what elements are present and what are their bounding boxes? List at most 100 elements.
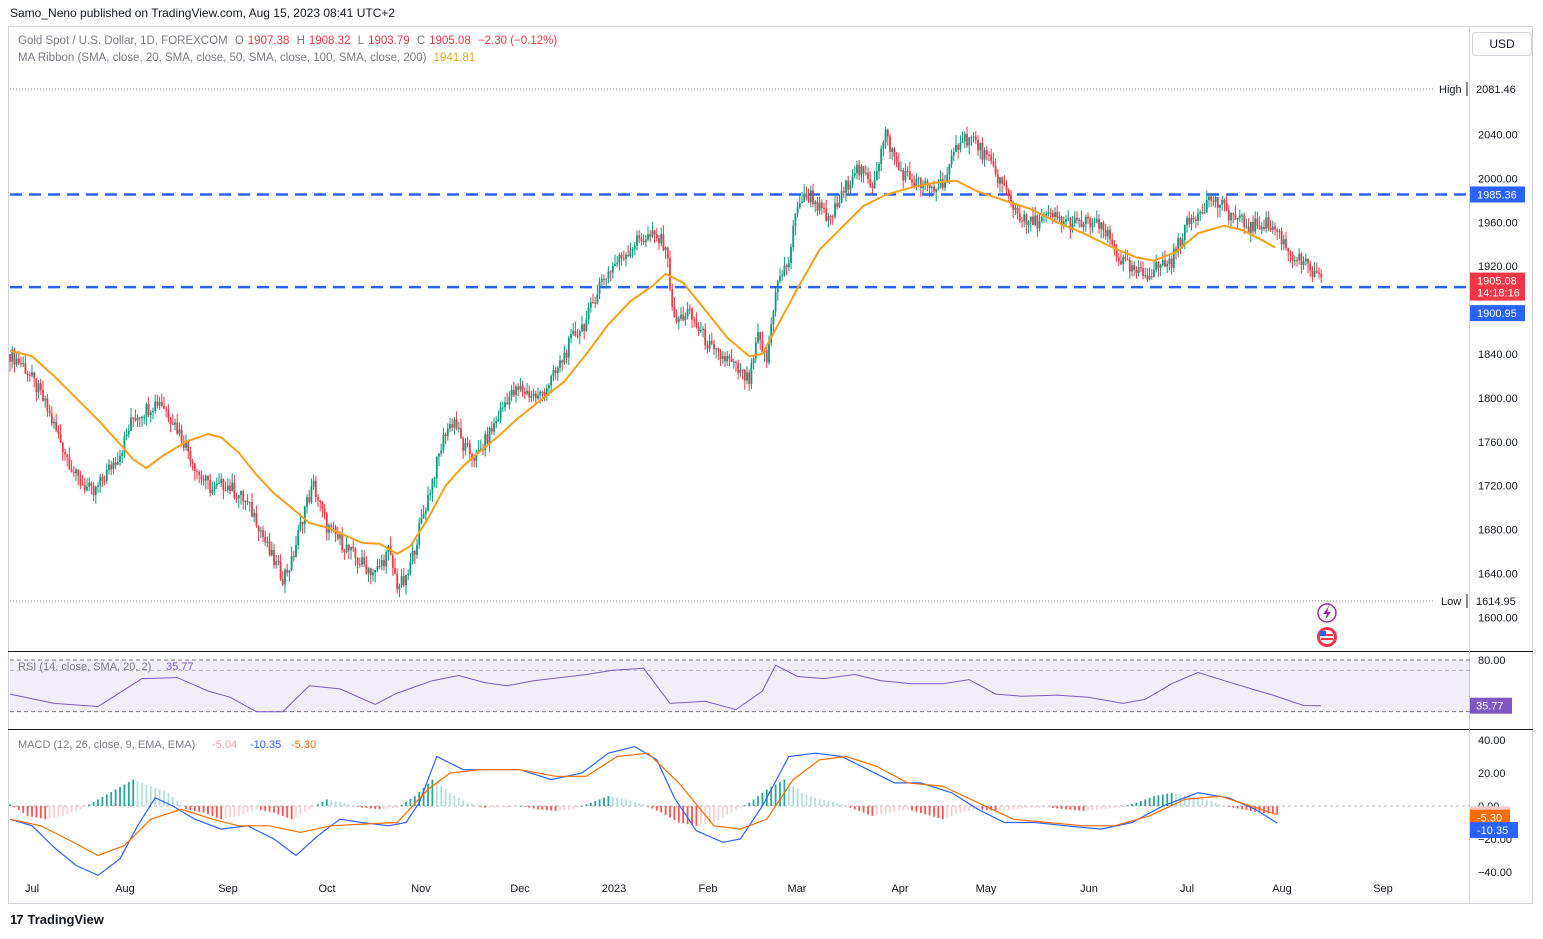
histogram-bar: [686, 806, 689, 825]
histogram-bar: [1029, 806, 1032, 808]
us-flag-icon[interactable]: [1317, 627, 1337, 647]
candle-body: [671, 289, 674, 307]
histogram-bar: [286, 806, 289, 818]
candle-body: [37, 383, 40, 393]
high-label: High 2081.46: [1435, 81, 1525, 98]
ma-ribbon-legend[interactable]: MA Ribbon (SMA, close, 20, SMA, close, 5…: [18, 52, 479, 64]
currency-button[interactable]: USD: [1472, 32, 1532, 56]
candle-body: [464, 443, 467, 451]
candle-body: [847, 180, 850, 190]
candle-body: [785, 265, 788, 268]
candle-body: [594, 302, 597, 304]
candle-body: [204, 475, 207, 481]
candle-body: [433, 478, 436, 480]
candle-body: [178, 429, 181, 434]
candle-body: [343, 550, 346, 552]
candle-body: [191, 461, 194, 464]
candle-body: [279, 561, 282, 580]
candle-body: [182, 441, 185, 448]
histogram-bar: [779, 782, 781, 806]
candle-body: [1282, 239, 1285, 245]
histogram-bar: [845, 806, 847, 807]
candle-body: [761, 340, 764, 353]
histogram-bar: [673, 806, 676, 821]
candle-body: [1111, 239, 1114, 245]
candle-body: [490, 427, 493, 432]
candle-body: [893, 148, 896, 157]
histogram-bar: [123, 784, 126, 806]
histogram-bar: [13, 806, 16, 808]
histogram-bar: [39, 806, 42, 819]
time-axis[interactable]: Jul Aug Sep Oct Nov Dec 2023 Feb Mar Apr May Jun Jul…: [25, 883, 1393, 895]
histogram-bar: [726, 806, 729, 816]
candle-body: [59, 433, 62, 443]
histogram-bar: [889, 806, 891, 813]
candle-body: [501, 407, 504, 409]
candle-body: [820, 202, 823, 208]
histogram-bar: [1192, 796, 1195, 806]
histogram-bar: [814, 797, 817, 806]
candle-body: [1177, 237, 1180, 253]
histogram-bar: [1135, 802, 1138, 806]
candle-body: [636, 235, 638, 246]
candle-body: [209, 480, 212, 494]
histogram-bar: [457, 797, 460, 806]
candle-body: [314, 480, 317, 498]
histogram-bar: [26, 806, 29, 816]
flash-icon[interactable]: [1317, 603, 1337, 623]
histogram-bar: [823, 800, 825, 806]
candle-body: [275, 561, 278, 566]
candle-body: [979, 142, 982, 151]
tradingview-logo[interactable]: 17 TradingView: [10, 912, 104, 927]
histogram-bar: [1157, 795, 1160, 806]
candle-body: [728, 356, 731, 359]
histogram-bar: [616, 797, 619, 806]
candle-body: [39, 383, 42, 390]
candle-body: [565, 352, 568, 358]
candle-body: [928, 183, 931, 188]
histogram-bar: [493, 806, 495, 808]
candle-body: [301, 521, 304, 525]
candle-body: [754, 342, 757, 359]
candle-body: [1067, 218, 1070, 220]
candle-body: [1007, 190, 1010, 195]
histogram-bar: [963, 806, 966, 812]
histogram-bar: [1073, 806, 1076, 811]
candle-body: [592, 302, 594, 304]
candle-body: [1133, 265, 1136, 271]
histogram-bar: [237, 806, 240, 816]
candle-body: [101, 476, 104, 481]
histogram-bar: [440, 786, 443, 806]
candle-body: [64, 452, 66, 455]
candle-body: [358, 564, 361, 566]
histogram-bar: [501, 806, 504, 808]
candle-body: [479, 448, 482, 450]
histogram-bar: [1227, 806, 1230, 807]
histogram-bar: [154, 787, 157, 806]
candle-body: [532, 393, 535, 397]
histogram-bar: [836, 802, 839, 806]
candle-body: [77, 469, 80, 476]
histogram-bar: [1219, 804, 1221, 806]
candle-body: [28, 375, 31, 377]
candle-body: [1093, 222, 1096, 224]
candle-body: [1300, 253, 1303, 266]
histogram-bar: [655, 806, 658, 811]
candle-body: [1263, 226, 1265, 230]
time-tick-label: May: [976, 883, 997, 895]
candle-body: [886, 129, 889, 137]
histogram-bar: [136, 781, 139, 806]
candle-body: [545, 388, 548, 395]
macd-legend-signal: -5.30: [291, 739, 316, 751]
candle-body: [1047, 212, 1050, 215]
candle-body: [429, 493, 432, 495]
rsi-axis: 80.00: [1478, 655, 1506, 667]
candle-body: [1315, 271, 1318, 273]
histogram-bar: [198, 806, 201, 812]
histogram-bar: [1126, 805, 1129, 806]
candle-body: [457, 427, 460, 429]
price-axis[interactable]: 1600.00 1640.00 1680.00 1720.00 1760.00 1800.…: [1478, 130, 1518, 625]
histogram-bar: [682, 806, 685, 824]
